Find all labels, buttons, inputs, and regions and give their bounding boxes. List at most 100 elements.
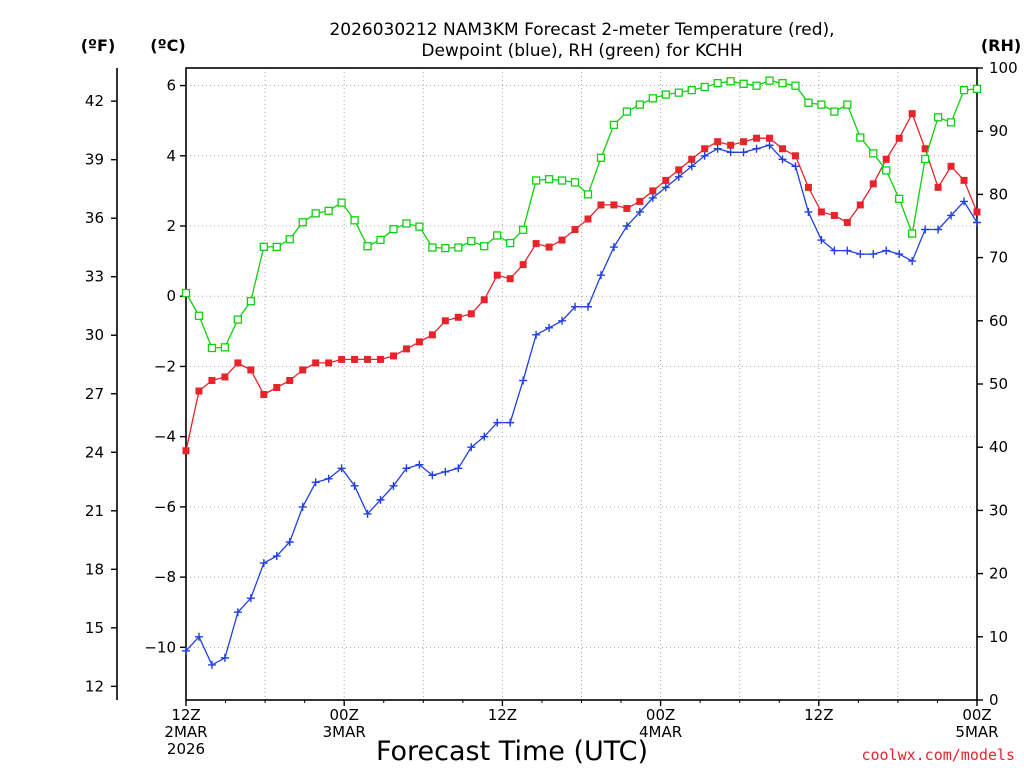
dewpoint-point xyxy=(934,225,943,234)
series-dewpoint xyxy=(182,141,981,669)
dewpoint-point xyxy=(441,467,450,476)
rh-point xyxy=(635,100,645,109)
dewpoint-point xyxy=(973,218,981,227)
dewpoint-point xyxy=(402,464,411,473)
temperature-point xyxy=(428,331,436,339)
x-axis-label: Forecast Time (UTC) xyxy=(376,736,648,767)
dewpoint-point xyxy=(207,660,216,669)
temperature-point xyxy=(351,355,359,363)
dewpoint-point xyxy=(532,330,541,339)
rh-tick-label: 90 xyxy=(989,122,1008,140)
temperature-point xyxy=(221,373,229,381)
rh-point xyxy=(246,297,255,306)
rh-point xyxy=(454,243,463,252)
rh-point xyxy=(739,79,748,88)
celsius-tick-label: −8 xyxy=(154,568,176,586)
rh-tick-label: 50 xyxy=(989,375,1008,393)
dewpoint-point xyxy=(960,197,969,206)
temperature-point xyxy=(701,145,709,153)
rh-point xyxy=(272,242,281,252)
temperature-point xyxy=(364,355,372,363)
temperature-point xyxy=(662,176,670,184)
rh-point xyxy=(843,100,852,109)
celsius-tick-label: −6 xyxy=(154,498,176,516)
temperature-point xyxy=(688,155,696,163)
fahrenheit-tick-label: 12 xyxy=(85,677,104,695)
dewpoint-point xyxy=(700,151,709,160)
temperature-point xyxy=(778,145,786,153)
rh-point xyxy=(324,206,333,215)
temperature-point xyxy=(636,197,644,205)
rh-point xyxy=(467,237,476,246)
rh-tick-label: 0 xyxy=(989,691,999,709)
x-tick-label: 5MAR xyxy=(955,723,998,741)
x-tick-label: 2026 xyxy=(167,740,205,758)
fahrenheit-unit-label: (ºF) xyxy=(81,36,116,55)
temperature-point xyxy=(571,226,579,234)
celsius-tick-label: 4 xyxy=(166,147,176,165)
temperature-point xyxy=(467,310,475,318)
rh-tick-label: 80 xyxy=(989,185,1008,203)
rh-point xyxy=(233,315,243,324)
dewpoint-point xyxy=(415,460,424,469)
dewpoint-point xyxy=(947,211,956,220)
rh-point xyxy=(830,107,839,116)
dewpoint-point xyxy=(428,471,437,480)
celsius-tick-label: −2 xyxy=(154,357,176,375)
x-tick-label: 12Z xyxy=(171,706,200,724)
x-tick-label: 00Z xyxy=(962,706,991,724)
credit-label: coolwx.com/models xyxy=(861,746,1015,764)
rh-tick-label: 100 xyxy=(989,59,1018,77)
rh-tick-label: 40 xyxy=(989,438,1008,456)
rh-point xyxy=(609,120,619,130)
fahrenheit-tick-label: 36 xyxy=(85,209,104,227)
x-tick-label: 12Z xyxy=(804,706,833,724)
temperature-point xyxy=(675,166,683,174)
fahrenheit-tick-label: 15 xyxy=(85,619,104,637)
dewpoint-point xyxy=(687,162,696,171)
rh-point xyxy=(376,235,385,245)
temperature-point xyxy=(260,391,268,399)
temperature-point xyxy=(234,359,242,367)
rh-point xyxy=(285,235,294,244)
rh-point xyxy=(583,190,593,199)
rh-point xyxy=(765,76,774,85)
rh-point xyxy=(622,107,632,116)
temperature-point xyxy=(377,355,385,363)
rh-point xyxy=(856,133,865,142)
dewpoint-point xyxy=(609,243,618,252)
temperature-point xyxy=(441,317,449,325)
temperature-point xyxy=(338,355,346,363)
dewpoint-point xyxy=(778,155,787,164)
dewpoint-point xyxy=(908,257,917,266)
dewpoint-point xyxy=(648,193,657,202)
rh-point xyxy=(687,85,696,95)
dewpoint-point xyxy=(739,148,748,157)
dewpoint-point xyxy=(921,225,930,234)
rh-point xyxy=(882,166,891,175)
dewpoint-point xyxy=(337,464,346,473)
dewpoint-point xyxy=(726,148,735,157)
rh-point xyxy=(648,94,657,103)
dewpoint-point xyxy=(246,594,255,603)
dewpoint-point xyxy=(661,183,670,192)
dewpoint-point xyxy=(571,302,580,311)
temperature-point xyxy=(960,176,968,184)
rh-unit-label: (RH) xyxy=(981,36,1021,55)
dewpoint-point xyxy=(220,653,229,662)
rh-point xyxy=(895,194,904,203)
fahrenheit-tick-label: 33 xyxy=(85,268,104,286)
x-tick-label: 3MAR xyxy=(323,723,366,741)
chart-title-line1: 2026030212 NAM3KM Forecast 2-meter Tempe… xyxy=(329,20,834,40)
dewpoint-point xyxy=(830,246,839,255)
rh-point xyxy=(207,343,217,353)
temperature-point xyxy=(532,240,540,248)
series-rh xyxy=(181,76,982,353)
temperature-point xyxy=(454,313,462,321)
celsius-tick-label: −4 xyxy=(154,428,176,446)
dewpoint-point xyxy=(467,443,476,452)
rh-point xyxy=(752,81,761,90)
temperature-point xyxy=(545,243,553,251)
dewpoint-point xyxy=(363,509,372,518)
rh-point xyxy=(493,231,502,240)
